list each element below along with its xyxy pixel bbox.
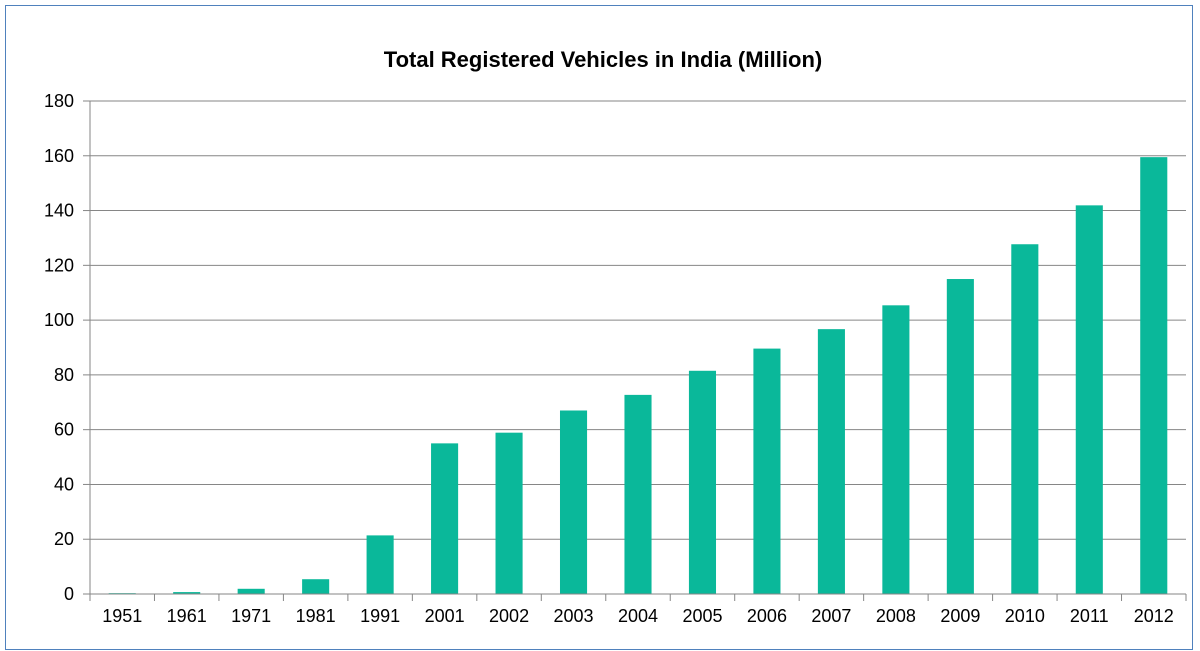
bar-2011 [1075,205,1103,594]
bar-2002 [495,432,523,594]
bar-2005 [688,370,717,594]
x-tick-label-2003: 2003 [554,606,594,626]
y-tick-label-160: 160 [44,146,74,166]
y-tick-label-120: 120 [44,255,74,275]
y-tick-label-180: 180 [44,91,74,111]
bar-2001 [431,443,459,594]
y-tick-label-80: 80 [54,365,74,385]
x-tick-label-2004: 2004 [618,606,658,626]
x-tick-label-2001: 2001 [425,606,465,626]
y-tick-label-40: 40 [54,474,74,494]
bar-2008 [882,305,910,594]
chart-svg: Total Registered Vehicles in India (Mill… [44,47,1187,626]
x-tick-label-1961: 1961 [167,606,207,626]
x-tick-label-2006: 2006 [747,606,787,626]
x-tick-label-2010: 2010 [1005,606,1045,626]
chart-title: Total Registered Vehicles in India (Mill… [384,47,822,72]
x-tick-label-1971: 1971 [231,606,271,626]
bar-2010 [1011,244,1039,594]
bars [108,157,1168,594]
bar-1971 [237,588,265,594]
y-tick-label-0: 0 [64,584,74,604]
bar-2012 [1140,157,1168,594]
x-tick-label-2009: 2009 [940,606,980,626]
x-tick-label-2002: 2002 [489,606,529,626]
x-axis-tick-labels: 1951 1961 1971 1981 1991 2001 2002 2003 2004 2005… [102,606,1174,626]
x-tick-label-2008: 2008 [876,606,916,626]
bar-2003 [559,410,588,594]
x-tick-label-1981: 1981 [296,606,336,626]
bar-2004 [624,394,652,594]
bar-1981 [302,579,330,594]
chart-frame: Total Registered Vehicles in India (Mill… [5,5,1193,650]
x-tick-label-1951: 1951 [102,606,142,626]
bar-2006 [753,348,781,594]
x-tick-label-2012: 2012 [1134,606,1174,626]
y-tick-label-20: 20 [54,529,74,549]
bar-1961 [173,592,201,594]
y-tick-label-140: 140 [44,201,74,221]
bar-2009 [946,279,974,594]
x-tick-label-2005: 2005 [682,606,722,626]
x-axis [89,101,1187,601]
bar-1991 [366,535,394,594]
bar-2007 [817,329,845,594]
y-axis-tick-labels: 0 20 40 60 80 100 120 140 160 180 [44,91,74,604]
x-tick-label-2007: 2007 [811,606,851,626]
x-tick-label-2011: 2011 [1070,606,1109,626]
y-tick-label-100: 100 [44,310,74,330]
y-tick-label-60: 60 [54,420,74,440]
x-tick-label-1991: 1991 [360,606,400,626]
